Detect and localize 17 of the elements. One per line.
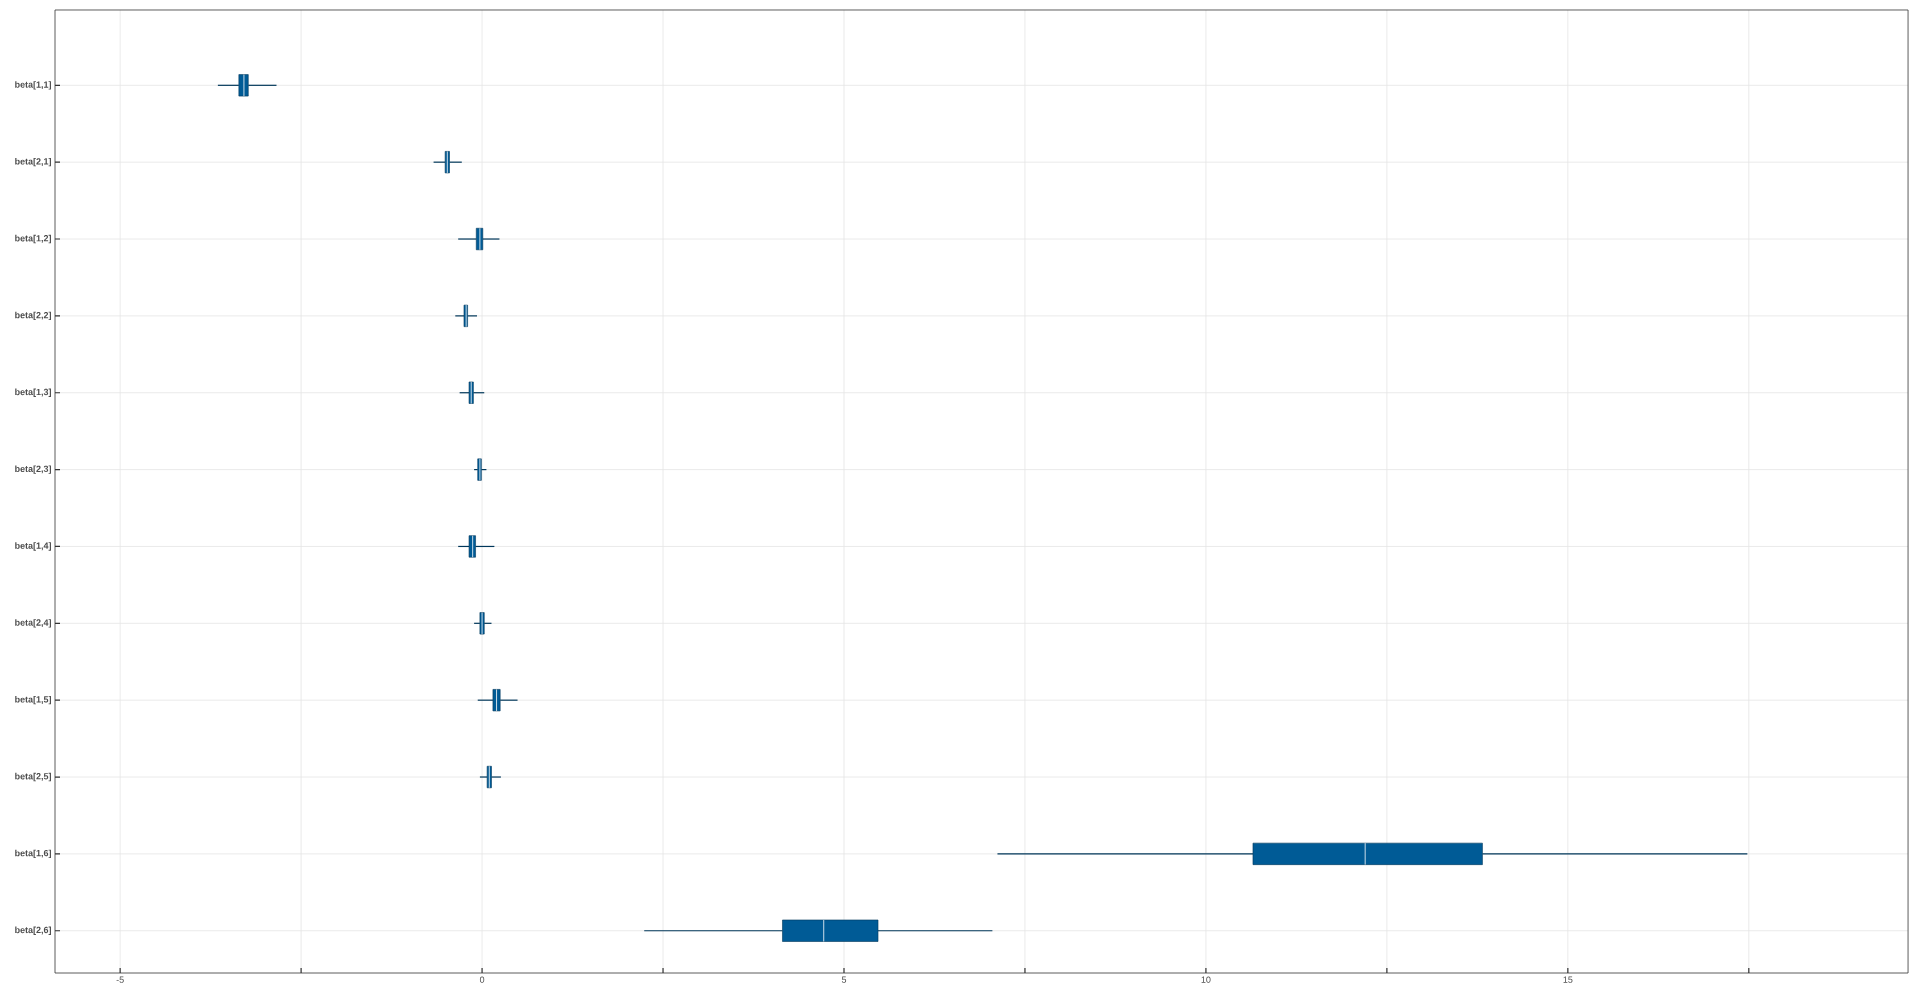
x-tick-label: 15 (1563, 976, 1573, 983)
y-tick-label: beta[2,3] (15, 465, 51, 474)
y-tick-label: beta[2,6] (15, 926, 51, 935)
y-tick-label: beta[1,2] (15, 234, 51, 244)
y-tick-label: beta[2,2] (15, 311, 51, 321)
x-tick-label: 5 (841, 976, 847, 983)
x-tick-label: 0 (479, 976, 485, 983)
y-tick-label: beta[2,4] (15, 619, 51, 628)
y-tick-label: beta[1,6] (15, 849, 51, 859)
y-tick-label: beta[2,5] (15, 772, 51, 782)
y-tick-label: beta[1,1] (15, 81, 51, 90)
y-tick-label: beta[1,3] (15, 388, 51, 397)
y-tick-label: beta[1,4] (15, 542, 51, 551)
y-tick-label: beta[1,5] (15, 695, 51, 705)
x-tick-label: -5 (116, 976, 124, 983)
y-tick-label: beta[2,1] (15, 157, 51, 167)
x-tick-label: 10 (1201, 976, 1211, 983)
